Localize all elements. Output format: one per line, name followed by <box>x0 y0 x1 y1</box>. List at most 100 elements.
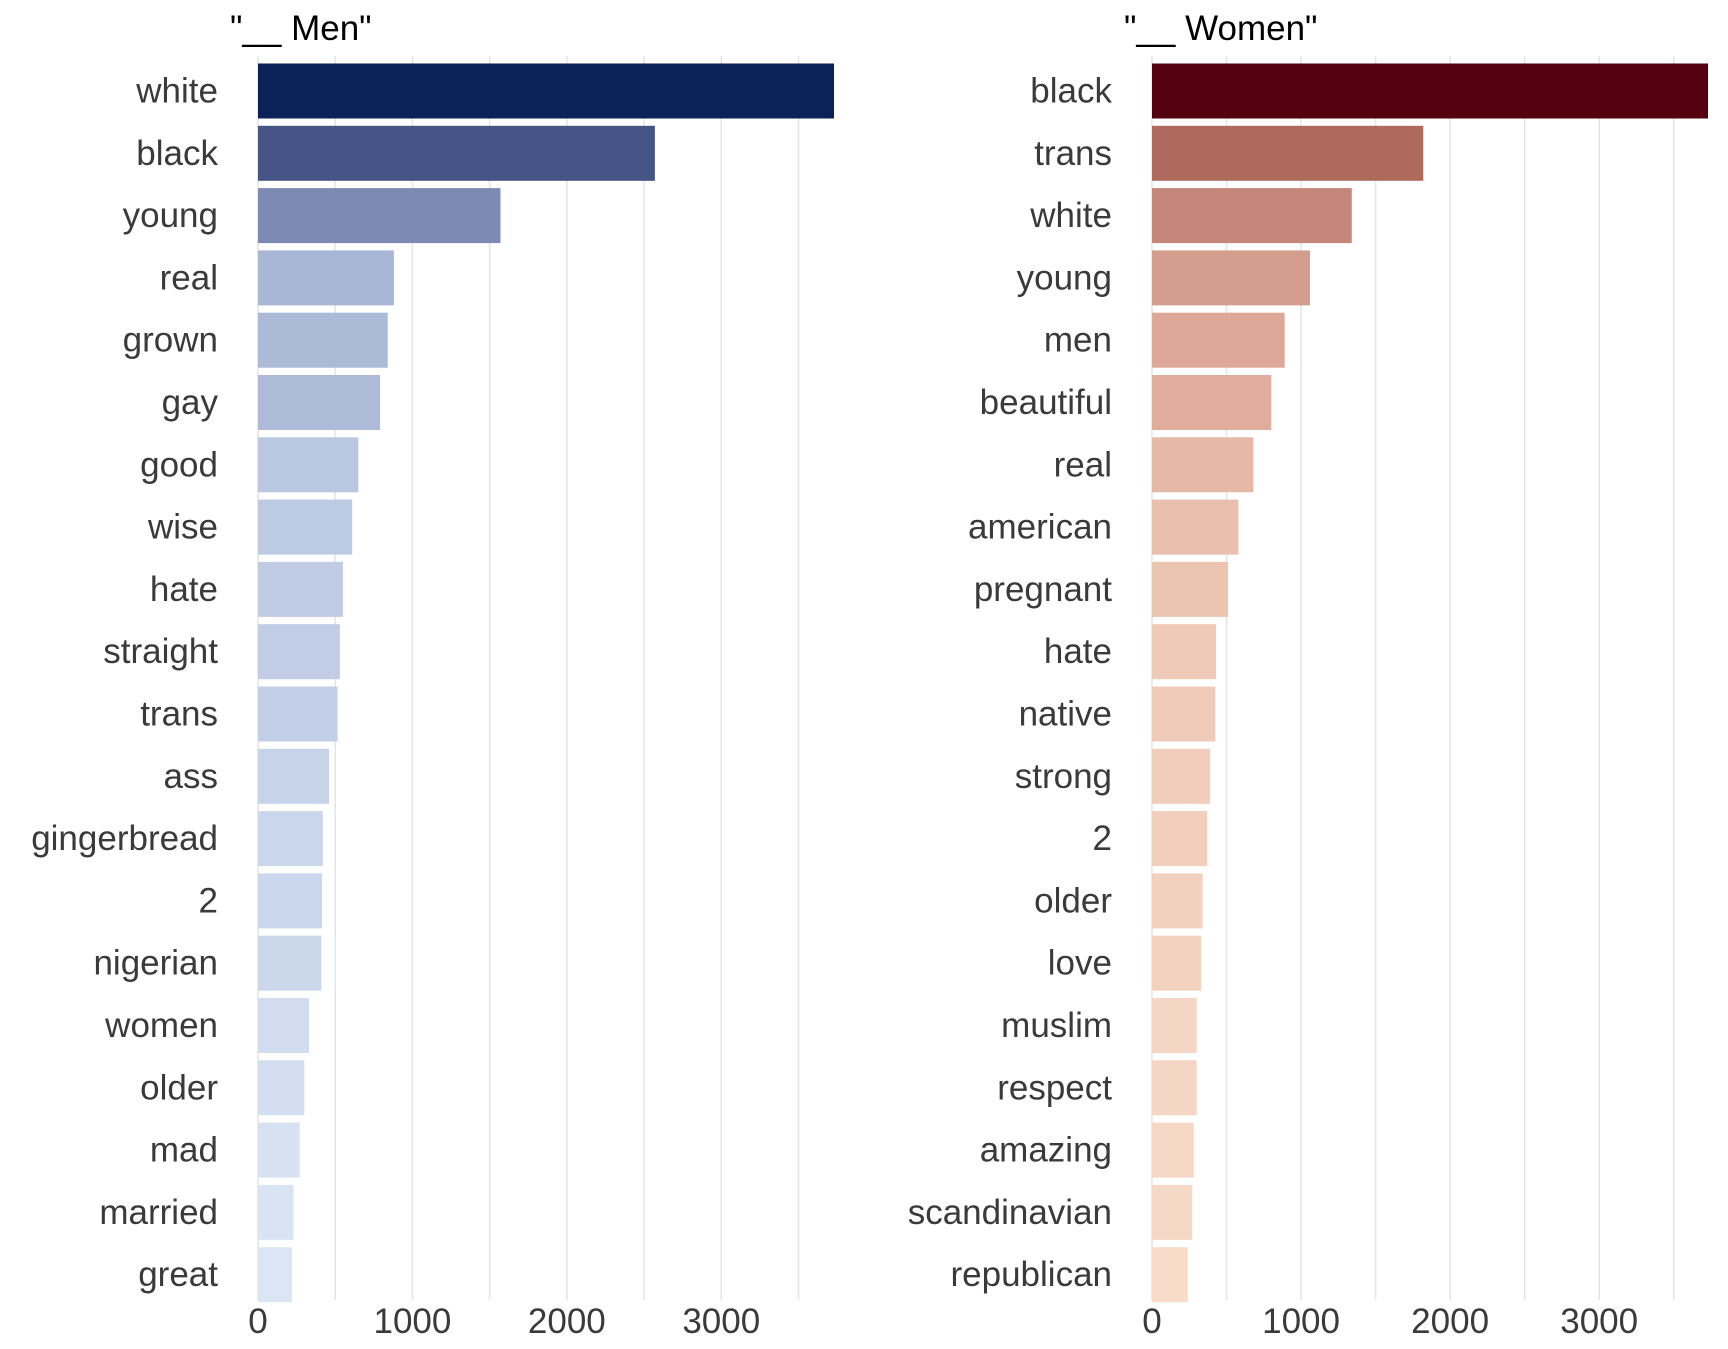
men-category-label: grown <box>123 321 218 360</box>
women-bar-older <box>1152 873 1203 929</box>
men-category-labels: white black young real grown gay good wise hate s… <box>31 72 218 1295</box>
men-bar-white <box>258 63 834 119</box>
men-category-label: women <box>104 1006 218 1045</box>
women-bar-native <box>1152 686 1216 742</box>
men-bar-gingerbread <box>258 811 323 867</box>
women-bar-beautiful <box>1152 375 1272 430</box>
men-category-label: real <box>160 258 218 297</box>
women-category-label: young <box>1017 258 1112 297</box>
women-x-tick-label: 2000 <box>1411 1302 1489 1341</box>
women-x-tick-label: 0 <box>1142 1302 1161 1341</box>
men-category-label: hate <box>150 570 218 609</box>
women-bar-white <box>1152 188 1352 244</box>
men-category-label: trans <box>140 695 218 734</box>
men-bar-older <box>258 1060 305 1116</box>
women-bar-strong <box>1152 748 1211 804</box>
women-category-label: strong <box>1015 757 1112 796</box>
men-category-label: black <box>136 134 218 173</box>
men-bar-straight <box>258 624 340 680</box>
men-category-label: straight <box>103 632 218 671</box>
women-category-label: white <box>1029 196 1112 235</box>
men-x-axis: 0 1000 2000 3000 <box>248 1302 760 1341</box>
men-category-label: young <box>123 196 218 235</box>
men-category-label: wise <box>147 508 218 547</box>
men-x-tick-label: 3000 <box>682 1302 760 1341</box>
men-category-label: white <box>135 72 218 111</box>
women-category-label: black <box>1030 72 1112 111</box>
men-bar-ass <box>258 748 330 804</box>
men-panel: white black young real grown gay good wise hate s… <box>31 9 834 1341</box>
men-category-label: ass <box>164 757 218 796</box>
men-bar-wise <box>258 499 353 555</box>
men-category-label: married <box>99 1193 218 1232</box>
men-category-label: good <box>140 445 218 484</box>
men-bar-grown <box>258 312 388 368</box>
men-bar-trans <box>258 686 338 742</box>
men-x-tick-label: 0 <box>248 1302 267 1341</box>
women-panel: black trans white young men beautiful real amer… <box>908 9 1708 1341</box>
women-category-label: beautiful <box>980 383 1112 422</box>
men-category-label: gay <box>162 383 219 422</box>
women-category-labels: black trans white young men beautiful real amer… <box>908 72 1113 1295</box>
women-bar-trans <box>1152 125 1424 181</box>
women-category-label: real <box>1054 445 1112 484</box>
women-panel-title: "__ Women" <box>1124 9 1317 48</box>
women-category-label: hate <box>1044 632 1112 671</box>
men-x-tick-label: 1000 <box>373 1302 451 1341</box>
men-bar-gay <box>258 375 380 430</box>
women-bar-amazing <box>1152 1122 1194 1178</box>
women-bar-scandinavian <box>1152 1184 1193 1240</box>
women-bar-men <box>1152 312 1285 368</box>
women-category-label: trans <box>1034 134 1112 173</box>
women-category-label: men <box>1044 321 1112 360</box>
women-x-axis: 0 1000 2000 3000 <box>1142 1302 1638 1341</box>
men-bar-2 <box>258 873 323 929</box>
women-bar-black <box>1152 63 1708 119</box>
women-category-label: love <box>1048 944 1112 983</box>
women-bar-hate <box>1152 624 1217 680</box>
women-bar-young <box>1152 250 1311 306</box>
men-bar-black <box>258 125 655 181</box>
men-bar-good <box>258 437 359 493</box>
women-bar-real <box>1152 437 1254 493</box>
women-bar-muslim <box>1152 998 1197 1053</box>
women-category-label: muslim <box>1001 1006 1112 1045</box>
men-category-label: 2 <box>199 881 218 920</box>
women-bar-american <box>1152 499 1239 555</box>
men-bar-married <box>258 1184 294 1240</box>
women-category-label: scandinavian <box>908 1193 1112 1232</box>
women-bar-respect <box>1152 1060 1197 1116</box>
men-category-label: gingerbread <box>31 819 218 858</box>
women-category-label: 2 <box>1093 819 1112 858</box>
men-bar-women <box>258 998 309 1053</box>
men-category-label: nigerian <box>93 944 218 983</box>
men-category-label: great <box>138 1255 218 1294</box>
women-category-label: amazing <box>980 1131 1112 1170</box>
women-category-label: american <box>968 508 1112 547</box>
men-bar-great <box>258 1247 292 1303</box>
women-bar-pregnant <box>1152 561 1229 617</box>
women-bar-2 <box>1152 811 1208 867</box>
men-bar-hate <box>258 561 343 617</box>
men-panel-title: "__ Men" <box>230 9 372 48</box>
men-bar-young <box>258 188 501 244</box>
men-bar-real <box>258 250 394 306</box>
women-x-tick-label: 1000 <box>1262 1302 1340 1341</box>
women-category-label: native <box>1019 695 1112 734</box>
women-category-label: older <box>1034 881 1112 920</box>
women-category-label: respect <box>997 1068 1112 1107</box>
women-bars <box>1152 63 1708 1303</box>
men-category-label: mad <box>150 1131 218 1170</box>
women-category-label: republican <box>951 1255 1113 1294</box>
men-category-label: older <box>140 1068 218 1107</box>
men-bar-nigerian <box>258 935 322 991</box>
women-category-label: pregnant <box>974 570 1112 609</box>
women-bar-love <box>1152 935 1202 991</box>
women-bar-republican <box>1152 1247 1188 1303</box>
men-bars <box>258 63 834 1303</box>
men-x-tick-label: 2000 <box>528 1302 606 1341</box>
women-x-tick-label: 3000 <box>1560 1302 1638 1341</box>
men-bar-mad <box>258 1122 300 1178</box>
